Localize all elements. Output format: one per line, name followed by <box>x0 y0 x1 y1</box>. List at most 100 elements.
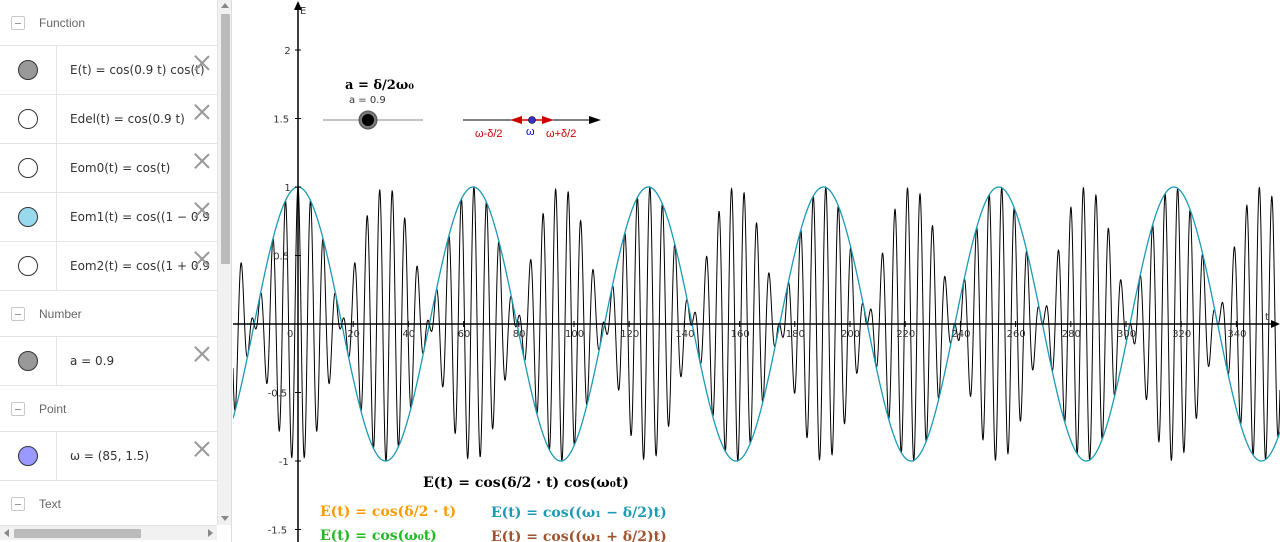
collapse-icon[interactable] <box>11 496 25 511</box>
y-tick-label: 0.5 <box>273 252 289 263</box>
marble-icon[interactable] <box>18 446 38 466</box>
x-tick-label: 260 <box>1007 329 1026 340</box>
slider-title: a = δ/2ω₀ <box>345 78 414 93</box>
marble-icon[interactable] <box>18 109 38 129</box>
y-tick-label: -0.5 <box>268 389 288 400</box>
algebra-list: Function E(t) = cos(0.9 t) cos(t) Edel(t… <box>0 0 217 527</box>
x-tick-label: 0 <box>287 329 293 340</box>
omega-point[interactable] <box>528 116 536 124</box>
visibility-toggle[interactable] <box>0 193 57 241</box>
x-tick-label: 120 <box>620 329 639 340</box>
scrollbar-thumb[interactable] <box>14 529 141 538</box>
close-icon[interactable] <box>194 440 210 456</box>
algebra-row-e[interactable]: E(t) = cos(0.9 t) cos(t) <box>0 46 217 95</box>
horizontal-scrollbar[interactable] <box>0 525 217 540</box>
visibility-toggle[interactable] <box>0 337 57 385</box>
marble-icon[interactable] <box>18 207 38 227</box>
scrollbar-thumb[interactable] <box>221 14 230 264</box>
close-icon[interactable] <box>194 103 210 119</box>
algebra-expression[interactable]: Eom0(t) = cos(t) <box>70 161 171 175</box>
omega-right-label: ω+δ/2 <box>546 128 576 140</box>
x-axis-label: t <box>1265 312 1269 323</box>
group-label: Function <box>39 15 86 30</box>
x-tick-label: 220 <box>896 329 915 340</box>
x-axis-arrow-icon <box>1271 320 1280 328</box>
x-tick-label: 280 <box>1062 329 1081 340</box>
algebra-expression[interactable]: Eom1(t) = cos((1 − 0.9) t) <box>70 210 210 224</box>
scroll-left-icon[interactable] <box>4 529 9 537</box>
close-icon[interactable] <box>194 54 210 70</box>
collapse-icon[interactable] <box>11 401 25 416</box>
algebra-expression[interactable]: Edel(t) = cos(0.9 t) <box>70 112 185 126</box>
close-icon[interactable] <box>194 345 210 361</box>
group-header-point[interactable]: Point <box>0 386 217 432</box>
x-tick-label: 140 <box>675 329 694 340</box>
formula-carrier: E(t) = cos(ω₀t) <box>320 528 437 542</box>
group-label: Text <box>39 496 62 511</box>
beat-signal-curve <box>233 185 1280 463</box>
omega-diagram: ω-δ/2 ω ω+δ/2 <box>463 116 601 140</box>
x-tick-label: 300 <box>1117 329 1136 340</box>
scroll-up-icon[interactable] <box>221 3 229 8</box>
visibility-toggle[interactable] <box>0 432 57 480</box>
algebra-expression[interactable]: Eom2(t) = cos((1 + 0.9) t) <box>70 259 210 273</box>
marble-icon[interactable] <box>18 60 38 80</box>
close-icon[interactable] <box>194 152 210 168</box>
algebra-expression[interactable]: ω = (85, 1.5) <box>70 449 150 463</box>
axes-layer <box>233 1 1280 542</box>
marble-icon[interactable] <box>18 158 38 178</box>
scroll-down-icon[interactable] <box>221 516 229 521</box>
marble-icon[interactable] <box>18 256 38 276</box>
formula-upper: E(t) = cos((ω₁ + δ/2)t) <box>491 529 667 542</box>
y-axis-arrow-icon <box>294 1 302 10</box>
ticks-layer: 0 20 40 60 80 100 120 140 160 180 200 220 240 260 280 3… <box>268 46 1247 537</box>
group-header-text[interactable]: Text <box>0 481 217 527</box>
x-tick-label: 240 <box>951 329 970 340</box>
algebra-row-eom1[interactable]: Eom1(t) = cos((1 − 0.9) t) <box>0 193 217 242</box>
graphics-view[interactable]: 0 20 40 60 80 100 120 140 160 180 200 220 240 260 280 3… <box>233 0 1280 542</box>
x-tick-label: 160 <box>731 329 750 340</box>
scroll-right-icon[interactable] <box>208 529 213 537</box>
collapse-icon[interactable] <box>11 15 25 30</box>
algebra-expression[interactable]: E(t) = cos(0.9 t) cos(t) <box>70 63 205 77</box>
algebra-row-eom0[interactable]: Eom0(t) = cos(t) <box>0 144 217 193</box>
visibility-toggle[interactable] <box>0 46 57 94</box>
visibility-toggle[interactable] <box>0 95 57 143</box>
x-tick-label: 200 <box>841 329 860 340</box>
group-header-function[interactable]: Function <box>0 0 217 46</box>
envelope-curve <box>233 186 1280 462</box>
algebra-expression[interactable]: a = 0.9 <box>70 354 115 368</box>
close-icon[interactable] <box>194 250 210 266</box>
slider-value-label: a = 0.9 <box>349 95 386 106</box>
omega-left-label: ω-δ/2 <box>475 128 503 140</box>
close-icon[interactable] <box>194 201 210 217</box>
y-tick-label: 1.5 <box>273 115 289 126</box>
algebra-row-a[interactable]: a = 0.9 <box>0 337 217 386</box>
y-tick-label: -1.5 <box>268 526 288 537</box>
vertical-scrollbar[interactable] <box>217 0 231 525</box>
omega-center-label: ω <box>526 126 535 138</box>
algebra-row-eom2[interactable]: Eom2(t) = cos((1 + 0.9) t) <box>0 242 217 291</box>
formula-lower: E(t) = cos((ω₁ − δ/2)t) <box>491 505 667 521</box>
collapse-icon[interactable] <box>11 306 25 321</box>
x-tick-label: 80 <box>513 329 526 340</box>
marble-icon[interactable] <box>18 351 38 371</box>
omega-left-arrow-icon <box>510 116 522 124</box>
slider-handle-inner[interactable] <box>362 114 374 126</box>
y-axis-label: E <box>300 6 306 17</box>
visibility-toggle[interactable] <box>0 144 57 192</box>
omega-right-arrow-icon <box>542 116 554 124</box>
algebra-row-omega[interactable]: ω = (85, 1.5) <box>0 432 217 481</box>
x-tick-label: 180 <box>786 329 805 340</box>
visibility-toggle[interactable] <box>0 242 57 290</box>
x-tick-label: 100 <box>565 329 584 340</box>
x-tick-label: 320 <box>1172 329 1191 340</box>
algebra-row-edel[interactable]: Edel(t) = cos(0.9 t) <box>0 95 217 144</box>
graph-canvas[interactable]: 0 20 40 60 80 100 120 140 160 180 200 220 240 260 280 3… <box>233 0 1280 542</box>
group-header-number[interactable]: Number <box>0 291 217 337</box>
algebra-panel: Function E(t) = cos(0.9 t) cos(t) Edel(t… <box>0 0 232 542</box>
y-tick-label: 2 <box>284 46 290 57</box>
group-label: Number <box>39 306 82 321</box>
slider-a[interactable]: a = δ/2ω₀ a = 0.9 <box>323 78 423 130</box>
curves-layer <box>233 185 1280 463</box>
